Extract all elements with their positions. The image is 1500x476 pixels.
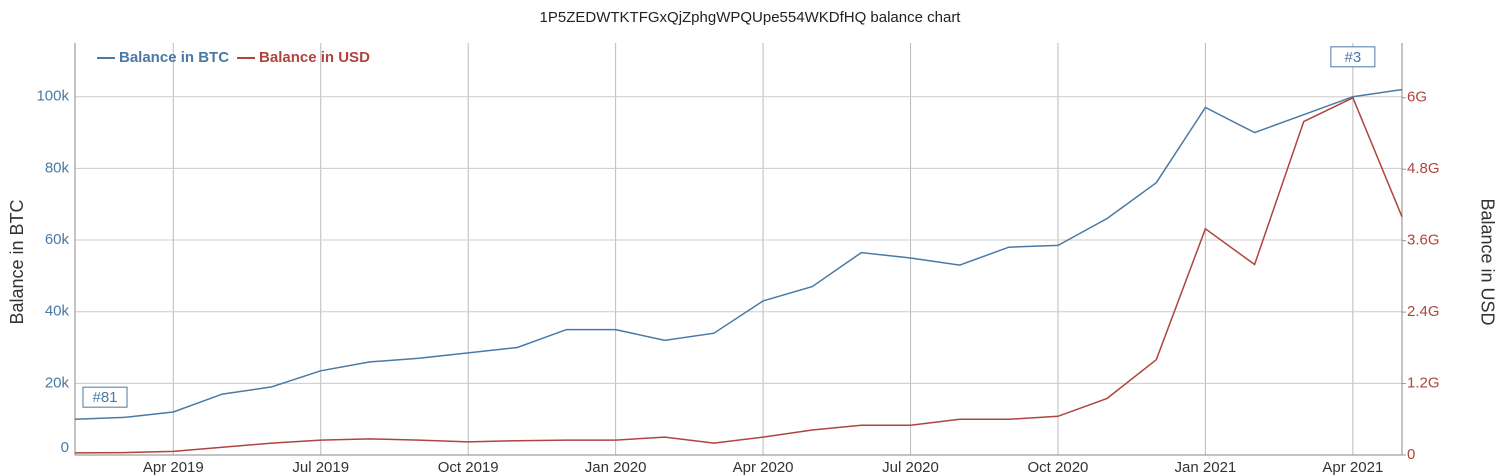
annotation: #3 bbox=[1330, 46, 1376, 68]
y2-tick-label: 2.4G bbox=[1407, 303, 1440, 320]
x-tick-label: Jan 2020 bbox=[585, 459, 647, 476]
y-tick-label: 20k bbox=[45, 374, 70, 391]
annotation-box bbox=[1330, 46, 1376, 68]
series-line bbox=[74, 96, 1403, 454]
y-tick-label: 60k bbox=[45, 231, 70, 248]
y2-axis-title: Balance in USD bbox=[1477, 198, 1497, 325]
x-tick-label: Jul 2019 bbox=[292, 459, 349, 476]
y2-tick-label: 1.2G bbox=[1407, 375, 1440, 392]
y2-tick-label: 3.6G bbox=[1407, 232, 1440, 249]
annotation: #81 bbox=[82, 386, 128, 408]
x-tick-label: Jul 2020 bbox=[882, 459, 939, 476]
x-tick-label: Apr 2019 bbox=[143, 459, 204, 476]
legend-label: Balance in BTC bbox=[119, 49, 229, 66]
y-tick-label: 40k bbox=[45, 303, 70, 320]
annotation-label: #81 bbox=[92, 389, 117, 406]
y-tick-label: 0 bbox=[61, 439, 69, 456]
annotation-label: #3 bbox=[1345, 49, 1362, 66]
chart-title: 1P5ZEDWTKTFGxQjZphgWPQUpe554WKDfHQ balan… bbox=[540, 9, 962, 26]
series-line bbox=[74, 88, 1403, 420]
x-tick-label: Jan 2021 bbox=[1175, 459, 1237, 476]
x-tick-label: Oct 2019 bbox=[438, 459, 499, 476]
x-tick-label: Oct 2020 bbox=[1028, 459, 1089, 476]
y-tick-label: 80k bbox=[45, 159, 70, 176]
x-tick-label: Apr 2021 bbox=[1322, 459, 1383, 476]
y2-tick-label: 4.8G bbox=[1407, 160, 1440, 177]
x-tick-label: Apr 2020 bbox=[733, 459, 794, 476]
legend-label: Balance in USD bbox=[259, 49, 370, 66]
y2-tick-label: 0 bbox=[1407, 446, 1415, 463]
y-axis-title: Balance in BTC bbox=[7, 199, 27, 324]
annotation-box bbox=[82, 386, 128, 408]
y-tick-label: 100k bbox=[36, 88, 69, 105]
y2-tick-label: 6G bbox=[1407, 89, 1427, 106]
